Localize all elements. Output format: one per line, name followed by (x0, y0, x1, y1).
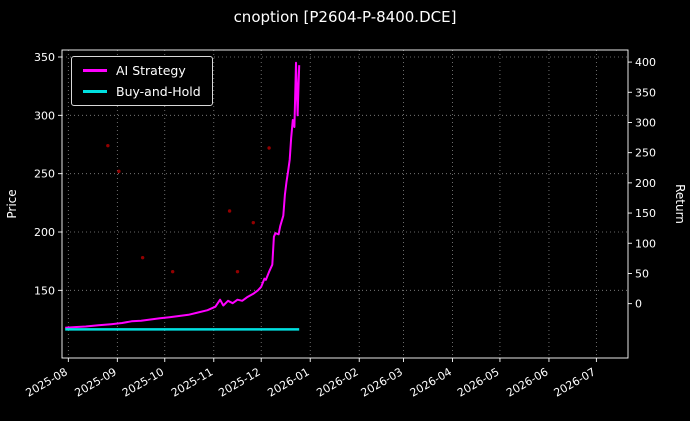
x-tick-label: 2026-04 (408, 365, 454, 399)
buy-and-hold-line-swatch (83, 90, 107, 93)
signal-marker (170, 269, 175, 274)
legend-item-ai-strategy: AI Strategy (83, 63, 201, 78)
legend: AI Strategy Buy-and-Hold (71, 56, 213, 106)
x-tick-label: 2026-06 (504, 365, 550, 399)
signal-marker (140, 255, 145, 260)
y-right-tick-label: 300 (635, 116, 656, 129)
signal-marker (106, 143, 110, 148)
ai-strategy-line-swatch (83, 69, 107, 72)
x-tick-label: 2026-05 (455, 365, 501, 399)
x-tick-label: 2025-10 (120, 365, 166, 399)
y-right-tick-label: 0 (635, 298, 642, 311)
x-tick-label: 2026-02 (314, 365, 360, 399)
y-right-tick-label: 350 (635, 86, 656, 99)
legend-label-ai-strategy: AI Strategy (116, 63, 186, 78)
x-tick-label: 2025-11 (169, 365, 215, 399)
y-left-tick-label: 200 (34, 226, 55, 239)
signal-marker (267, 146, 271, 150)
y-right-tick-label: 150 (635, 207, 656, 220)
x-tick-label: 2025-12 (216, 365, 262, 399)
y-right-tick-label: 50 (635, 267, 649, 280)
y-right-axis-label: Return (673, 184, 687, 224)
legend-label-buy-and-hold: Buy-and-Hold (116, 84, 201, 99)
signal-marker (251, 220, 256, 225)
y-right-tick-label: 400 (635, 56, 656, 69)
x-tick-label: 2025-09 (73, 365, 119, 399)
y-right-tick-label: 200 (635, 177, 656, 190)
signal-marker (227, 209, 232, 213)
y-right-tick-label: 250 (635, 147, 656, 160)
signal-marker (117, 169, 121, 174)
legend-item-buy-and-hold: Buy-and-Hold (83, 84, 201, 99)
plot-border (61, 49, 629, 359)
signal-marker (235, 269, 240, 274)
chart-title: cnoption [P2604-P-8400.DCE] (233, 8, 457, 26)
x-tick-label: 2026-07 (552, 365, 598, 399)
x-tick-label: 2026-01 (265, 365, 311, 399)
y-right-tick-label: 100 (635, 237, 656, 250)
ai-strategy-line (65, 61, 301, 329)
y-left-tick-label: 250 (34, 168, 55, 181)
y-left-tick-label: 350 (34, 51, 55, 64)
x-tick-label: 2026-03 (359, 365, 405, 399)
y-left-tick-label: 300 (34, 109, 55, 122)
y-left-axis-label: Price (5, 189, 19, 218)
y-left-tick-label: 150 (34, 284, 55, 297)
x-tick-label: 2025-08 (24, 365, 70, 399)
